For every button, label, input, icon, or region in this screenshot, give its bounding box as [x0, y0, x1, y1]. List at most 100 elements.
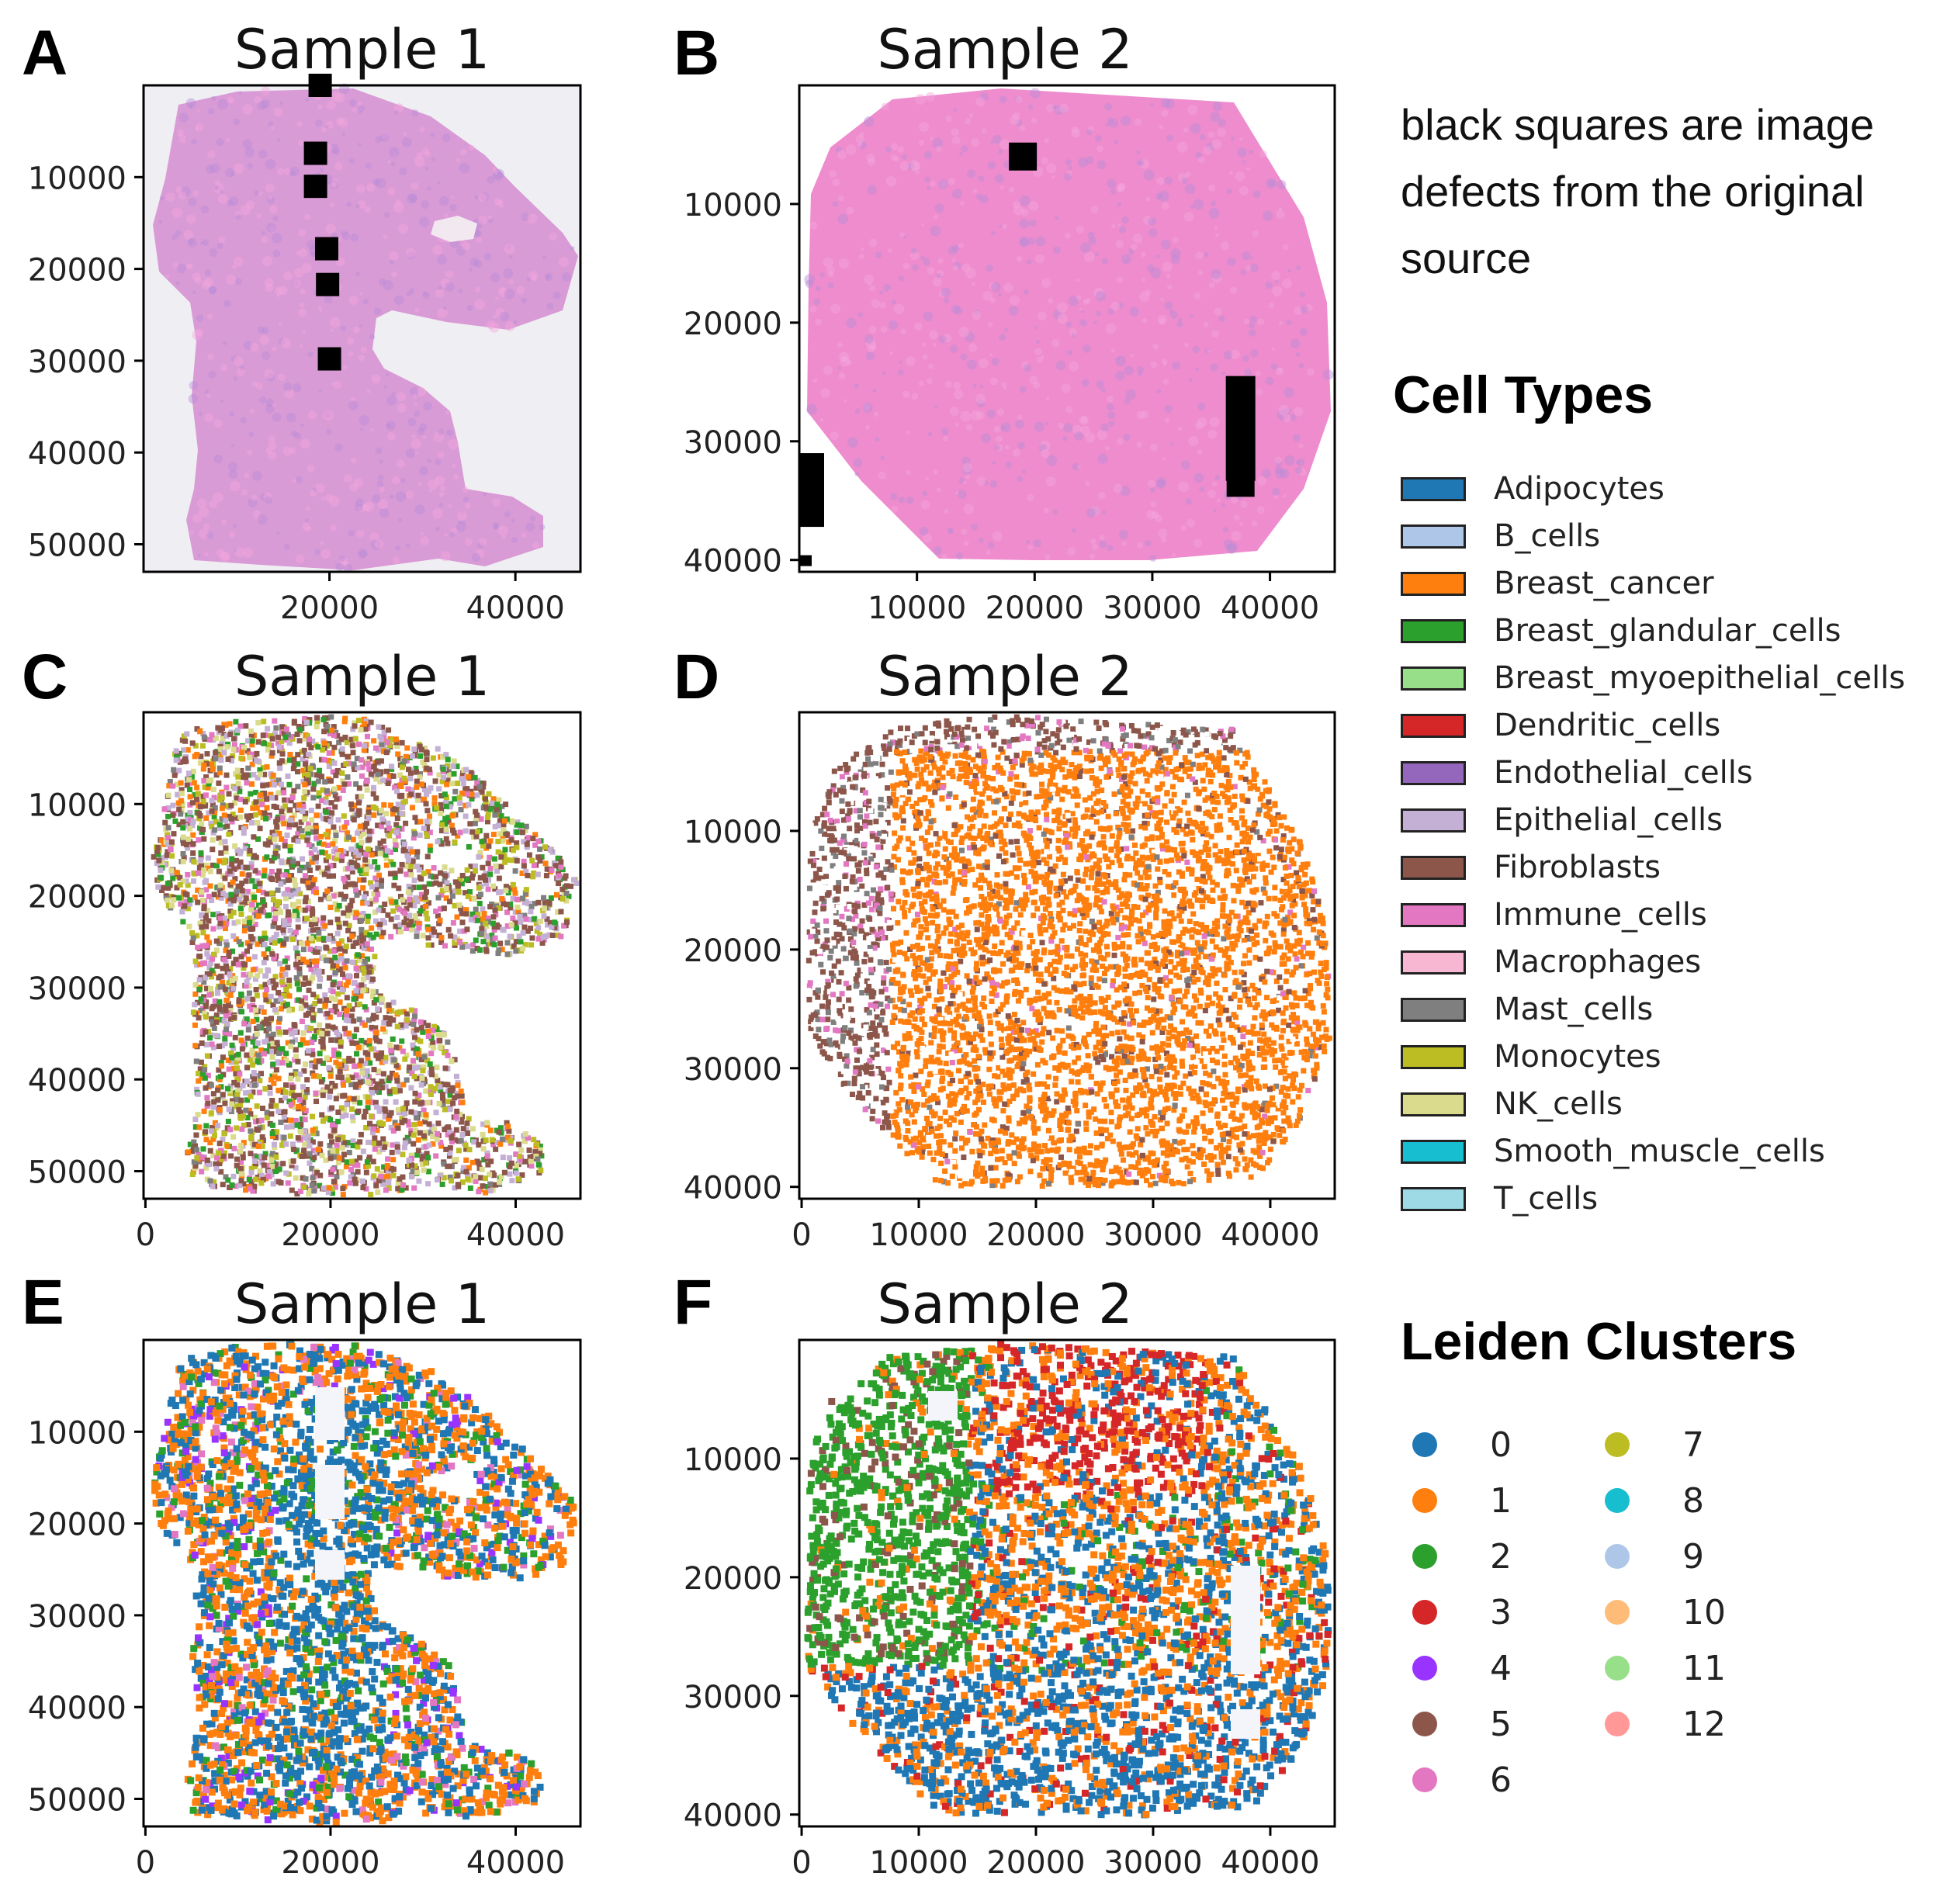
tissue-texture [830, 303, 840, 314]
tissue-texture [932, 137, 943, 149]
cell-point [368, 1192, 374, 1198]
tissue-texture [864, 424, 871, 431]
tissue-texture [1207, 349, 1211, 353]
cell-point [203, 1165, 210, 1171]
tissue-texture [1090, 553, 1096, 559]
cell-point [320, 915, 327, 921]
cell-point [337, 999, 343, 1006]
tissue-texture [1137, 371, 1142, 376]
tissue-texture [838, 372, 846, 379]
tissue-texture [177, 129, 184, 136]
tissue-texture [206, 393, 211, 398]
tissue-texture [1149, 443, 1158, 452]
cell-point [246, 1176, 252, 1182]
tissue-texture [497, 287, 508, 297]
tissue-texture [225, 168, 235, 178]
cell-point [248, 1151, 254, 1157]
tissue-texture [890, 154, 898, 161]
cell-point [451, 770, 457, 777]
tissue-texture [500, 204, 504, 208]
tissue-texture [1074, 431, 1084, 441]
tissue-texture [1242, 160, 1246, 164]
cell-point [181, 855, 187, 861]
cell-point [165, 825, 171, 831]
tissue-texture [1034, 325, 1038, 330]
cell-point [210, 862, 216, 868]
cell-point [442, 823, 449, 829]
cell-point [190, 768, 196, 774]
cell-point [352, 1099, 358, 1105]
cell-point [529, 935, 535, 941]
tissue-texture [247, 449, 252, 455]
cell-point [541, 913, 547, 919]
cell-point [227, 1127, 234, 1133]
tissue-texture [390, 259, 395, 265]
cell-point [297, 1042, 303, 1048]
cell-point [424, 889, 430, 895]
tissue-texture [493, 524, 499, 530]
tissue-texture [341, 228, 347, 234]
tissue-texture [1109, 119, 1119, 128]
cell-point [230, 879, 236, 885]
cell-point [462, 828, 469, 834]
cell-point [465, 1176, 471, 1182]
image-defect [303, 141, 327, 165]
tissue-texture [358, 105, 365, 113]
tissue-texture [261, 236, 268, 244]
tissue-texture [476, 549, 485, 558]
cell-point [331, 824, 337, 830]
cell-point [485, 877, 491, 883]
tissue-texture [1063, 172, 1072, 181]
cell-point [314, 1130, 320, 1137]
tissue-texture [438, 503, 444, 507]
cell-point [192, 1116, 199, 1123]
tissue-texture [553, 291, 561, 299]
tissue-texture [187, 237, 197, 248]
cell-point [297, 1071, 303, 1078]
cell-point [375, 1055, 381, 1061]
cell-point [365, 815, 372, 822]
tissue-texture [499, 526, 503, 531]
tissue-texture [962, 462, 972, 473]
tissue-texture [230, 173, 234, 177]
cell-point [368, 1046, 374, 1052]
cell-point [223, 997, 230, 1003]
tissue-texture [1209, 417, 1220, 428]
cell-point [250, 996, 256, 1002]
tissue-hole [431, 216, 477, 242]
tissue-texture [1252, 230, 1259, 237]
tissue-texture [1115, 355, 1126, 367]
cell-point [558, 909, 564, 915]
tissue-texture [433, 431, 444, 442]
tissue-texture [1117, 302, 1124, 309]
tissue-texture [336, 117, 345, 126]
tissue-texture [246, 200, 255, 209]
tissue-texture [1282, 278, 1292, 289]
tissue-texture [1226, 189, 1232, 194]
cell-point [489, 800, 495, 806]
tissue-texture [1105, 323, 1117, 334]
cell-point [425, 935, 431, 941]
tissue-texture [914, 94, 926, 105]
tissue-texture [1217, 128, 1226, 137]
cell-point [176, 806, 182, 812]
tissue-texture [437, 452, 445, 459]
cell-point [490, 1141, 497, 1148]
cell-point [201, 902, 207, 909]
cell-point [468, 916, 474, 923]
cell-point [199, 889, 205, 895]
cell-point [329, 1139, 335, 1145]
cell-point [226, 1066, 232, 1072]
cell-point [494, 868, 500, 874]
tissue-texture [1082, 379, 1090, 387]
cell-point [291, 812, 297, 819]
cell-point [436, 772, 442, 778]
tissue-texture [262, 255, 272, 266]
tissue-texture [1092, 544, 1098, 550]
cell-point [270, 1002, 276, 1008]
cell-point [519, 895, 525, 902]
tissue-texture [1051, 175, 1055, 179]
tissue-texture [372, 494, 381, 504]
cell-point [345, 874, 351, 881]
tissue-texture [1249, 322, 1255, 329]
